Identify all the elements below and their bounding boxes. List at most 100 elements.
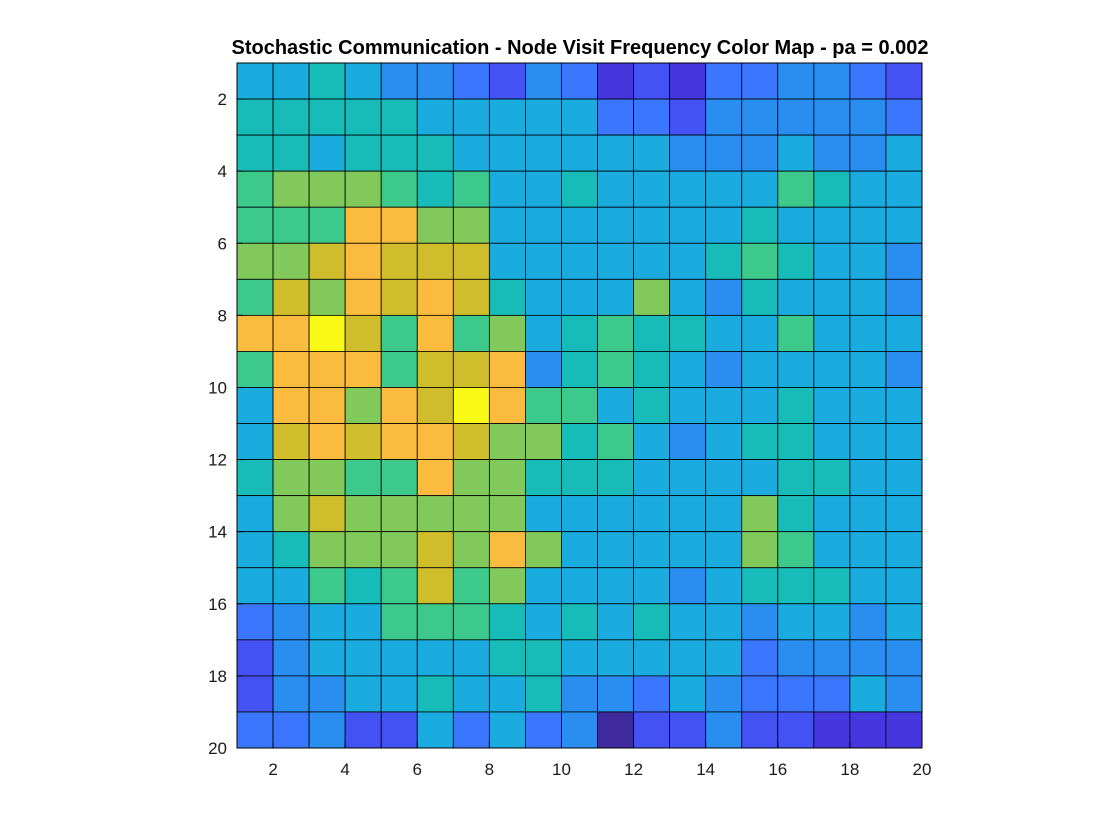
- heatmap-cell: [669, 134, 707, 172]
- heatmap-cell: [741, 62, 779, 100]
- heatmap-cell: [416, 423, 454, 460]
- heatmap-cell: [272, 567, 310, 605]
- y-tick-label: 10: [208, 378, 227, 397]
- heatmap-cell: [849, 459, 887, 497]
- heatmap-cell: [813, 495, 851, 533]
- heatmap-cell: [813, 351, 851, 388]
- heatmap-cell: [380, 242, 418, 280]
- y-tick-label: 6: [218, 234, 227, 253]
- heatmap-cell: [525, 206, 562, 244]
- heatmap-cell: [633, 675, 671, 713]
- heatmap-cell: [380, 62, 418, 100]
- heatmap-cell: [597, 278, 634, 316]
- x-tick-label: 12: [624, 760, 643, 779]
- heatmap-cell: [777, 495, 815, 533]
- heatmap-cell: [813, 278, 851, 316]
- heatmap-cell: [561, 603, 598, 641]
- heatmap-cell: [705, 711, 743, 749]
- x-tick-label: 4: [340, 760, 349, 779]
- heatmap-cell: [741, 639, 779, 677]
- heatmap-cell: [452, 387, 490, 424]
- heatmap-cell: [597, 531, 634, 569]
- heatmap-cell: [236, 134, 274, 172]
- heatmap-cell: [344, 206, 382, 244]
- heatmap-cell: [452, 98, 490, 136]
- heatmap-cell: [416, 567, 454, 605]
- heatmap-cell: [272, 278, 310, 316]
- heatmap-cell: [849, 170, 887, 208]
- heatmap-cell: [597, 459, 634, 497]
- heatmap-cell: [633, 459, 671, 497]
- y-tick-label: 4: [218, 162, 227, 181]
- heatmap-cell: [416, 603, 454, 641]
- heatmap-cell: [272, 675, 310, 713]
- heatmap-cell: [813, 62, 851, 100]
- heatmap-cell: [813, 423, 851, 460]
- heatmap-cell: [669, 351, 707, 388]
- heatmap-cell: [777, 62, 815, 100]
- heatmap-cell: [344, 351, 382, 388]
- heatmap-cell: [777, 387, 815, 424]
- heatmap-cell: [597, 387, 634, 424]
- y-tick-label: 18: [208, 667, 227, 686]
- heatmap-cell: [344, 278, 382, 316]
- heatmap-cell: [272, 206, 310, 244]
- heatmap-cell: [561, 242, 598, 280]
- heatmap-cell: [885, 423, 923, 460]
- heatmap-cell: [380, 495, 418, 533]
- heatmap-cell: [561, 134, 598, 172]
- heatmap-cell: [633, 603, 671, 641]
- heatmap-cell: [777, 459, 815, 497]
- heatmap-cell: [380, 423, 418, 460]
- heatmap-cell: [344, 314, 382, 352]
- heatmap-cell: [488, 423, 526, 460]
- heatmap-cell: [705, 98, 743, 136]
- heatmap-cell: [416, 459, 454, 497]
- heatmap-cell: [272, 98, 310, 136]
- heatmap-cell: [633, 242, 671, 280]
- heatmap-cell: [669, 242, 707, 280]
- heatmap-cell: [633, 495, 671, 533]
- heatmap-cell: [525, 531, 562, 569]
- heatmap-cell: [416, 531, 454, 569]
- heatmap-cell: [308, 531, 346, 569]
- heatmap-cell: [777, 242, 815, 280]
- heatmap-cell: [561, 387, 598, 424]
- heatmap-cell: [741, 387, 779, 424]
- x-tick-label: 8: [485, 760, 494, 779]
- y-axis: 2 4 6 8 10 12 14 16 18 20: [208, 90, 243, 758]
- heatmap-cell: [416, 278, 454, 316]
- y-tick-label: 20: [208, 739, 227, 758]
- heatmap-cell: [452, 314, 490, 352]
- heatmap-cell: [885, 675, 923, 713]
- heatmap-cell: [813, 134, 851, 172]
- heatmap-cell: [849, 206, 887, 244]
- heatmap-cell: [272, 423, 310, 460]
- y-tick-label: 14: [208, 523, 227, 542]
- heatmap-cell: [705, 62, 743, 100]
- heatmap-cell: [741, 98, 779, 136]
- heatmap-cell: [561, 314, 598, 352]
- heatmap-cell: [308, 603, 346, 641]
- heatmap-cell: [236, 206, 274, 244]
- heatmap-cell: [344, 134, 382, 172]
- heatmap-cell: [777, 531, 815, 569]
- heatmap-cell: [885, 711, 923, 749]
- heatmap-cell: [452, 242, 490, 280]
- heatmap-cell: [777, 639, 815, 677]
- x-tick-label: 10: [552, 760, 571, 779]
- heatmap-cell: [488, 314, 526, 352]
- heatmap-cell: [669, 495, 707, 533]
- heatmap-cell: [525, 351, 562, 388]
- heatmap-cell: [380, 134, 418, 172]
- heatmap-cell: [488, 170, 526, 208]
- heatmap-cell: [705, 639, 743, 677]
- heatmap-cell: [777, 206, 815, 244]
- heatmap-cell: [885, 387, 923, 424]
- heatmap-cell: [416, 170, 454, 208]
- heatmap-cell: [525, 134, 562, 172]
- heatmap-cell: [777, 314, 815, 352]
- heatmap-cell: [633, 62, 671, 100]
- heatmap-cell: [561, 495, 598, 533]
- heatmap-cell: [705, 423, 743, 460]
